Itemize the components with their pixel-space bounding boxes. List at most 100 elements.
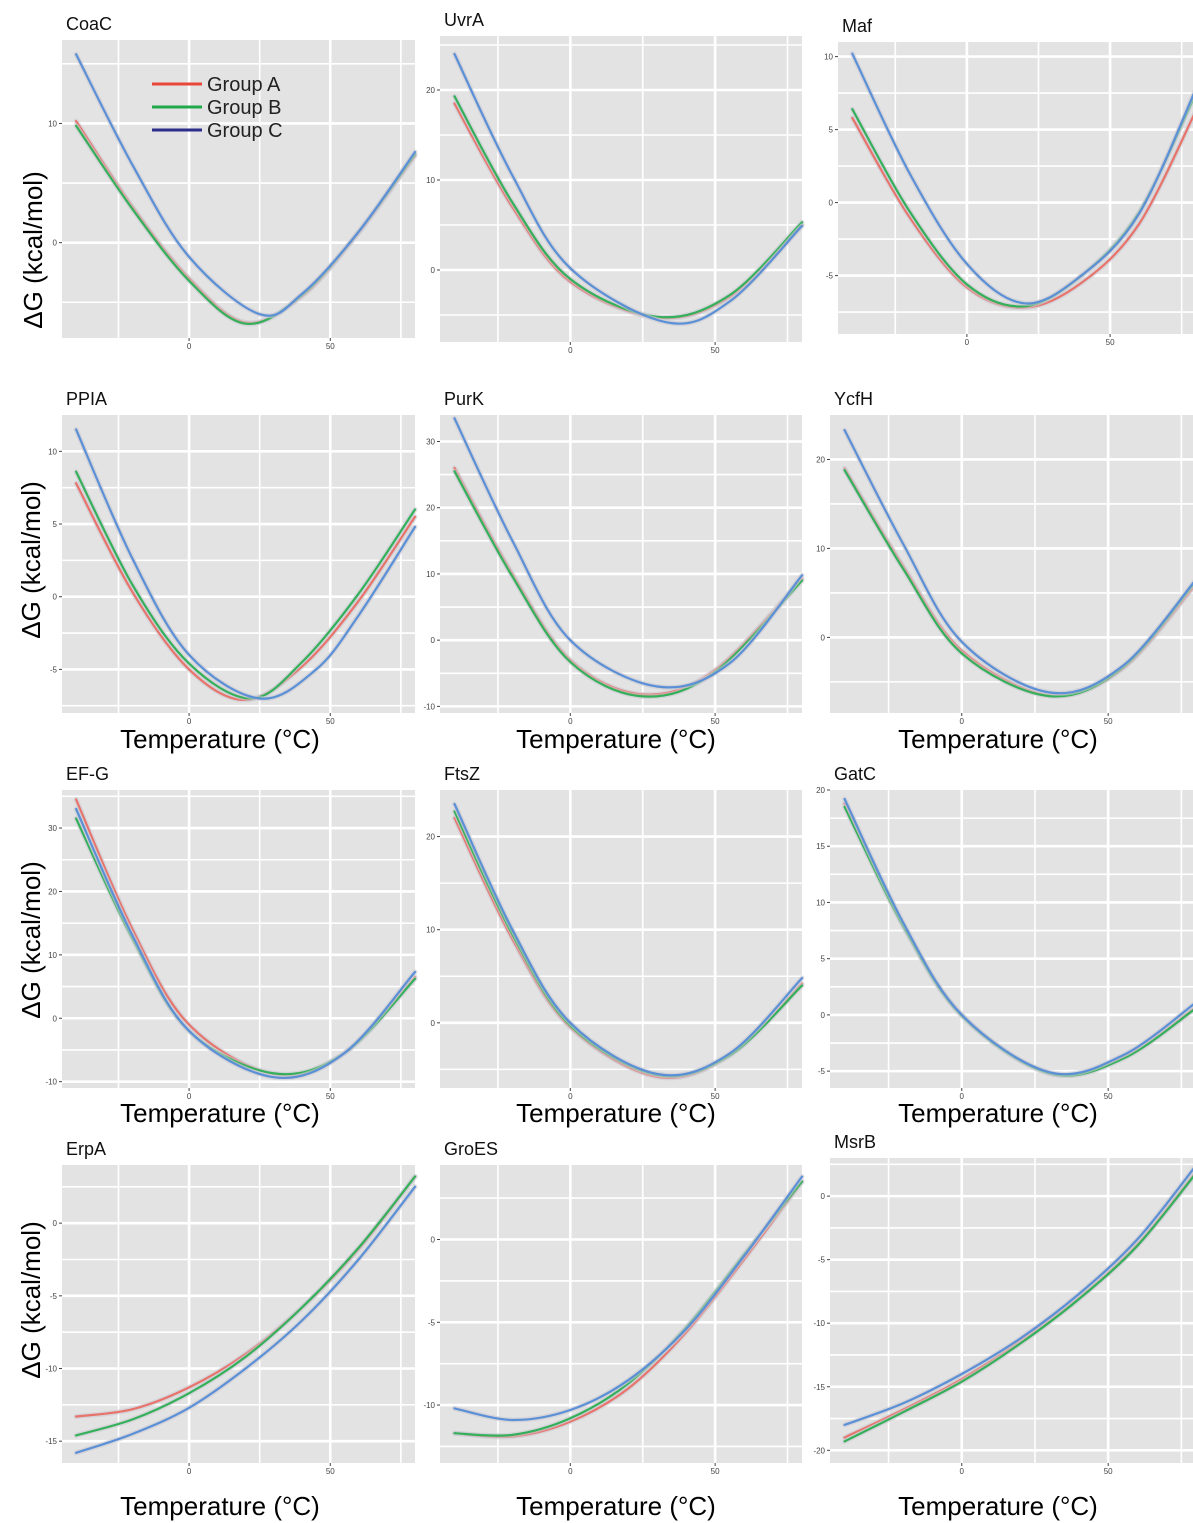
y-tick-label: 0 bbox=[821, 1011, 826, 1020]
y-tick-label: -10 bbox=[45, 1078, 57, 1087]
series-line-group-c bbox=[75, 428, 417, 700]
series-line-group-c bbox=[843, 429, 1193, 695]
y-tick-label: -10 bbox=[423, 1401, 435, 1410]
panel-uvra: 0 50 0 10 20 UvrA bbox=[426, 10, 805, 355]
y-tick-label: 0 bbox=[431, 266, 436, 275]
panel-erpa: 0 50 -15 -10 -5 0 ErpA bbox=[45, 1139, 418, 1476]
x-axis-label-row-3-col-2: Temperature (°C) bbox=[516, 1098, 716, 1128]
y-tick-label: -5 bbox=[50, 665, 58, 674]
y-tick-label: 20 bbox=[426, 833, 435, 842]
series-line-group-c bbox=[453, 802, 804, 1077]
y-tick-label: -15 bbox=[45, 1437, 57, 1446]
x-tick-label: 0 bbox=[187, 1092, 192, 1101]
x-tick-label: 50 bbox=[326, 717, 335, 726]
y-axis-label-row-4: ΔG (kcal/mol) bbox=[16, 1221, 46, 1379]
panel-ftsz: 0 50 0 10 20 FtsZ bbox=[426, 764, 805, 1101]
x-tick-label: 50 bbox=[1104, 717, 1113, 726]
panel-title: GroES bbox=[444, 1139, 498, 1159]
y-tick-label: -15 bbox=[813, 1383, 825, 1392]
plot-background bbox=[440, 790, 802, 1088]
series-line-group-c bbox=[453, 52, 804, 325]
panel-ef-g: 0 50 -10 0 10 20 30 EF-G bbox=[45, 764, 418, 1101]
x-axis-labels: Temperature (°C) Temperature (°C) Temper… bbox=[120, 724, 1098, 1521]
y-tick-label: 10 bbox=[48, 951, 57, 960]
plot-background bbox=[62, 1165, 415, 1463]
y-tick-label: -10 bbox=[45, 1365, 57, 1374]
panel-ycfh: 0 50 0 10 20 YcfH bbox=[816, 389, 1193, 726]
x-tick-label: 0 bbox=[187, 717, 192, 726]
series-line-group-c bbox=[75, 1185, 417, 1454]
y-tick-label: 30 bbox=[48, 824, 57, 833]
series-line-group-b bbox=[843, 1175, 1193, 1443]
y-axis-label-row-3: ΔG (kcal/mol) bbox=[16, 861, 46, 1019]
x-axis-label-row-2-col-1: Temperature (°C) bbox=[120, 724, 320, 754]
y-tick-label: 10 bbox=[48, 119, 57, 128]
panel-maf: 0 50 -5 0 5 10 Maf bbox=[824, 16, 1193, 347]
x-axis-label-row-3-col-1: Temperature (°C) bbox=[120, 1098, 320, 1128]
y-tick-label: 0 bbox=[431, 1236, 436, 1245]
panel-title: Maf bbox=[842, 16, 873, 36]
x-tick-label: 50 bbox=[711, 1092, 720, 1101]
x-tick-label: 50 bbox=[1104, 1467, 1113, 1476]
series-line-group-c bbox=[453, 1175, 804, 1422]
y-tick-label: 0 bbox=[431, 1019, 436, 1028]
legend-label-group-b: Group B bbox=[207, 97, 281, 119]
y-tick-label: -10 bbox=[813, 1319, 825, 1328]
y-tick-label: 15 bbox=[816, 842, 825, 851]
x-axis-label-row-2-col-2: Temperature (°C) bbox=[516, 724, 716, 754]
y-tick-label: 10 bbox=[816, 544, 825, 553]
y-tick-label: -5 bbox=[428, 1318, 436, 1327]
panel-title: UvrA bbox=[444, 10, 484, 30]
series-line-group-c bbox=[843, 1167, 1193, 1426]
panel-purk: 0 50 -10 0 10 20 30 PurK bbox=[423, 389, 805, 726]
panel-ppia: 0 50 -5 0 5 10 PPIA bbox=[48, 389, 418, 726]
plot-background bbox=[830, 1158, 1193, 1463]
plot-background bbox=[440, 1165, 802, 1463]
y-tick-label: 0 bbox=[829, 199, 834, 208]
x-tick-label: 0 bbox=[187, 1467, 192, 1476]
x-axis-label-row-4-col-2: Temperature (°C) bbox=[516, 1491, 716, 1521]
plot-background bbox=[440, 415, 802, 713]
series-line-group-c bbox=[851, 52, 1193, 305]
series-line-group-b bbox=[453, 470, 804, 698]
series-line-group-b bbox=[453, 95, 804, 319]
y-tick-label: 0 bbox=[53, 1219, 58, 1228]
panel-title: PPIA bbox=[66, 389, 107, 409]
x-tick-label: 0 bbox=[960, 1092, 965, 1101]
y-tick-label: 20 bbox=[816, 455, 825, 464]
series-line-group-b bbox=[75, 1175, 417, 1437]
y-tick-label: 10 bbox=[824, 53, 833, 62]
x-tick-label: 50 bbox=[711, 1467, 720, 1476]
x-tick-label: 50 bbox=[326, 1467, 335, 1476]
panel-title: PurK bbox=[444, 389, 484, 409]
y-tick-label: 10 bbox=[426, 926, 435, 935]
y-tick-label: 20 bbox=[816, 786, 825, 795]
y-tick-label: -20 bbox=[813, 1446, 825, 1455]
x-tick-label: 50 bbox=[1106, 338, 1115, 347]
panel-gatc: 0 50 -5 0 5 10 15 20 GatC bbox=[816, 764, 1193, 1101]
panel-title: YcfH bbox=[834, 389, 873, 409]
y-tick-label: 0 bbox=[53, 239, 58, 248]
y-tick-label: 30 bbox=[426, 437, 435, 446]
panel-title: ErpA bbox=[66, 1139, 106, 1159]
panel-coac: 0 50 0 10 CoaC bbox=[48, 14, 418, 351]
y-tick-label: -10 bbox=[423, 702, 435, 711]
y-axis-labels: ΔG (kcal/mol) ΔG (kcal/mol) ΔG (kcal/mol… bbox=[16, 171, 48, 1379]
panel-title: GatC bbox=[834, 764, 876, 784]
y-tick-label: -5 bbox=[818, 1067, 826, 1076]
series-line-group-c bbox=[453, 417, 804, 689]
y-tick-label: -5 bbox=[818, 1256, 826, 1265]
x-tick-label: 50 bbox=[711, 717, 720, 726]
y-tick-label: 5 bbox=[821, 955, 826, 964]
x-axis-label-row-4-col-1: Temperature (°C) bbox=[120, 1491, 320, 1521]
y-tick-label: -5 bbox=[50, 1292, 58, 1301]
x-tick-label: 0 bbox=[568, 346, 573, 355]
y-tick-label: 0 bbox=[821, 633, 826, 642]
plot-background bbox=[62, 790, 415, 1088]
y-axis-label-row-1: ΔG (kcal/mol) bbox=[18, 171, 48, 329]
y-tick-label: 0 bbox=[53, 593, 58, 602]
x-tick-label: 50 bbox=[1104, 1092, 1113, 1101]
series-line-group-c bbox=[843, 797, 1193, 1076]
